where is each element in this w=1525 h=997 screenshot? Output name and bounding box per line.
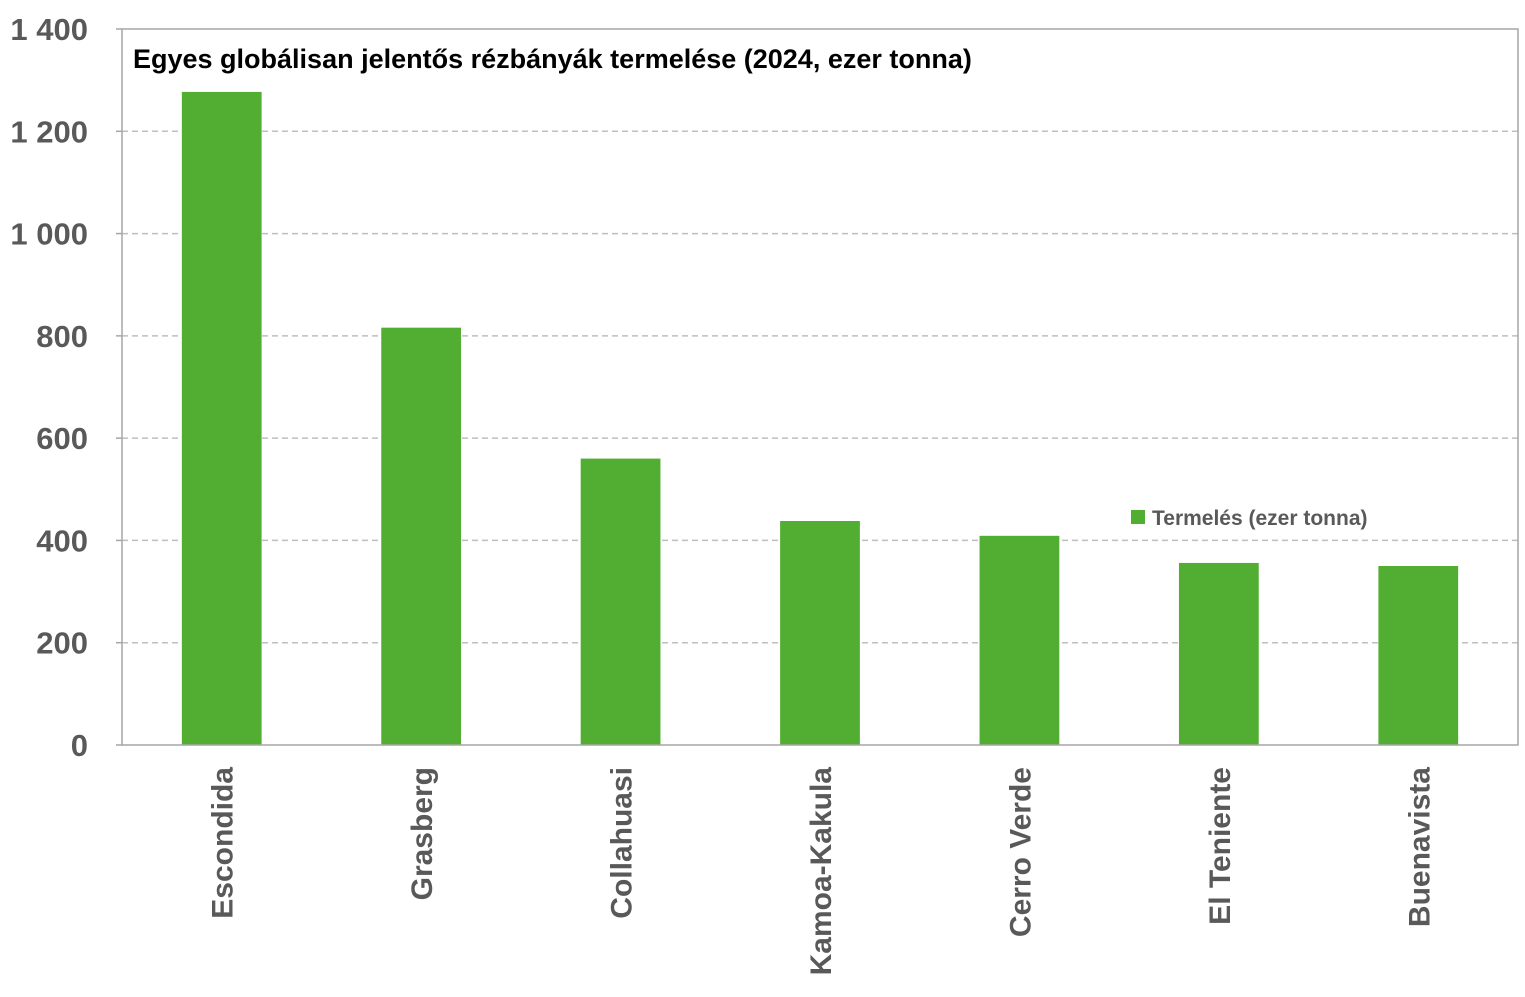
x-tick-label: Kamoa-Kakula <box>805 767 838 976</box>
x-tick-label: El Teniente <box>1204 767 1237 925</box>
legend-swatch <box>1131 510 1145 524</box>
legend: Termelés (ezer tonna) <box>1131 507 1368 530</box>
bar-escondida <box>181 91 262 746</box>
chart-title: Egyes globálisan jelentős rézbányák term… <box>133 44 972 74</box>
x-tick-label: Collahuasi <box>606 767 639 919</box>
y-tick-label: 1 400 <box>10 12 88 47</box>
y-tick-label: 1 000 <box>10 217 88 252</box>
x-tick-label: Cerro Verde <box>1004 767 1037 937</box>
y-tick-label: 1 200 <box>10 114 88 149</box>
legend-label: Termelés (ezer tonna) <box>1152 507 1368 530</box>
plot-area-frame <box>121 28 1519 746</box>
bars <box>181 91 1459 746</box>
y-tick-label: 0 <box>71 728 88 763</box>
bar-buenavista <box>1378 566 1459 745</box>
bar-el-teniente <box>1178 562 1259 745</box>
y-tick-label: 200 <box>36 626 88 661</box>
y-tick-label: 400 <box>36 523 88 558</box>
y-tick-label: 800 <box>36 319 88 354</box>
bar-cerro-verde <box>979 535 1060 745</box>
x-tick-label: Escondida <box>207 767 240 919</box>
y-axis-ticks: 0 200 400 600 800 1 000 1 200 1 400 <box>10 12 122 763</box>
x-axis-labels: Escondida Grasberg Collahuasi Kamoa-Kakula C… <box>207 767 1437 976</box>
y-tick-label: 600 <box>36 421 88 456</box>
bar-grasberg <box>381 327 462 745</box>
bar-collahuasi <box>580 458 661 745</box>
x-tick-label: Grasberg <box>406 767 439 900</box>
bar-kamoa-kakula <box>780 520 860 745</box>
gridlines <box>122 130 1518 644</box>
x-tick-label: Buenavista <box>1403 767 1436 927</box>
